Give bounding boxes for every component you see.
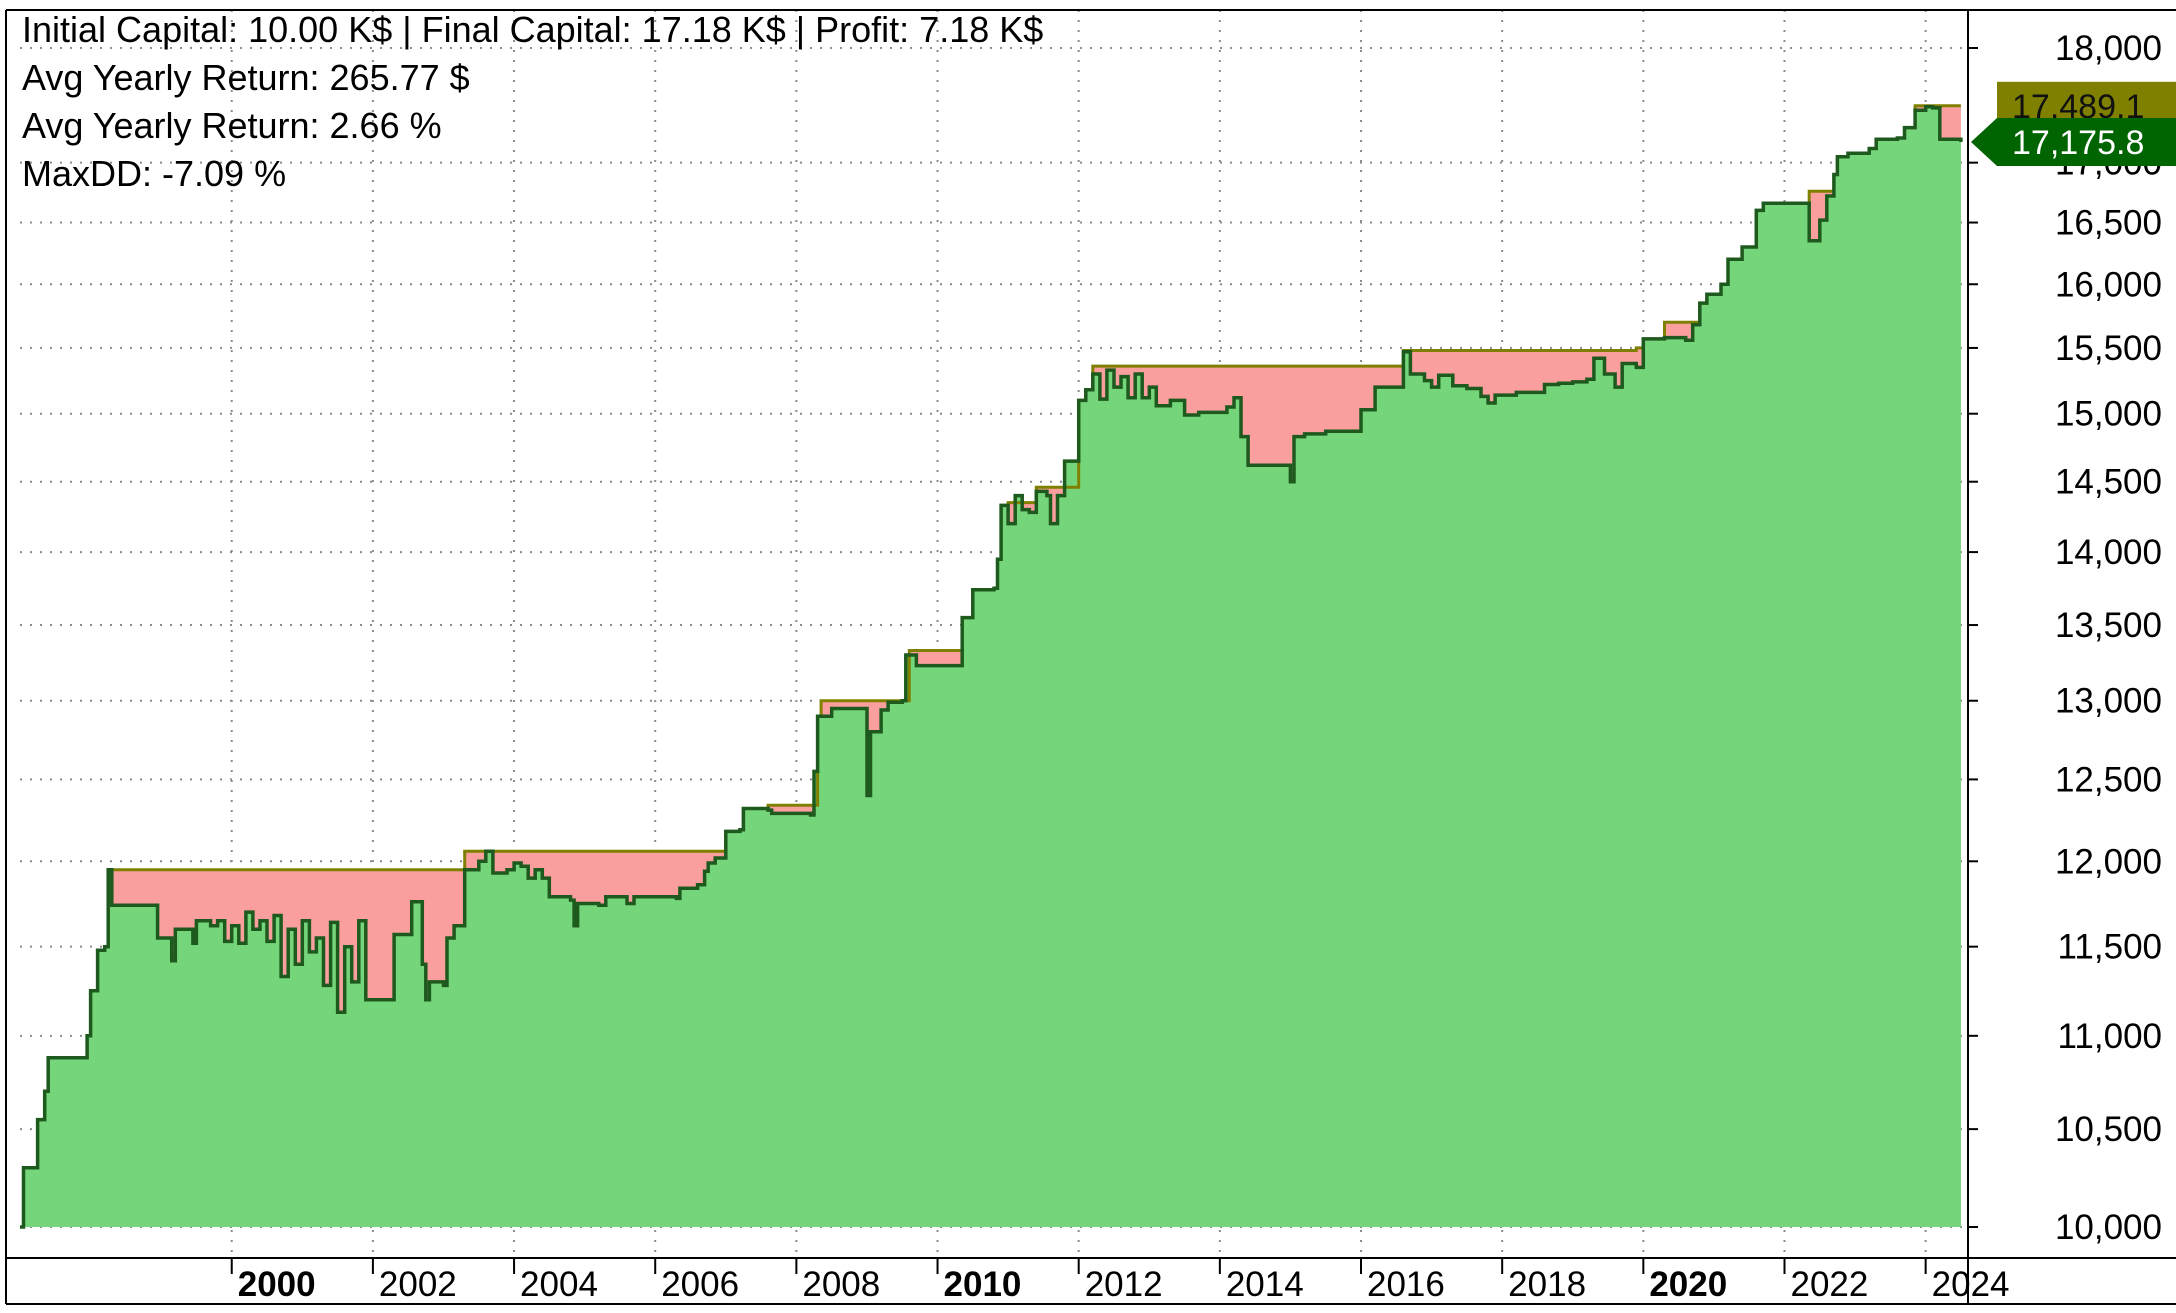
stats-yearly-return-dollars: Avg Yearly Return: 265.77 $ (22, 57, 470, 98)
stats-capital-line: Initial Capital: 10.00 K$ | Final Capita… (22, 9, 1043, 50)
equity-area (20, 106, 1961, 1227)
y-tick-label: 18,000 (2055, 29, 2162, 68)
x-tick-label: 2006 (661, 1265, 739, 1304)
stats-yearly-return-percent: Avg Yearly Return: 2.66 % (22, 105, 442, 146)
x-tick-label: 2018 (1508, 1265, 1586, 1304)
y-tick-label: 12,000 (2055, 842, 2162, 881)
y-tick-label: 11,500 (2058, 928, 2162, 967)
x-tick-label: 2022 (1790, 1265, 1868, 1304)
y-tick-label: 16,500 (2055, 204, 2162, 243)
x-tick-label: 2012 (1085, 1265, 1163, 1304)
y-tick-label: 13,000 (2055, 682, 2162, 721)
y-tick-label: 12,500 (2055, 760, 2162, 799)
y-tick-label: 13,500 (2055, 606, 2162, 645)
y-tick-label: 14,500 (2055, 463, 2162, 502)
stats-max-drawdown: MaxDD: -7.09 % (22, 153, 286, 194)
y-tick-label: 10,500 (2055, 1110, 2162, 1149)
x-tick-label: 2016 (1367, 1265, 1445, 1304)
y-tick-label: 15,500 (2055, 329, 2162, 368)
y-tick-label: 11,000 (2058, 1017, 2162, 1056)
y-tick-label: 16,000 (2055, 265, 2162, 304)
x-tick-label: 2002 (379, 1265, 457, 1304)
x-tick-label: 2020 (1649, 1265, 1727, 1304)
x-tick-label: 2008 (802, 1265, 880, 1304)
x-tick-label: 2000 (238, 1265, 316, 1304)
y-tick-label: 10,000 (2055, 1208, 2162, 1247)
x-tick-label: 2010 (944, 1265, 1022, 1304)
frame-layer (5, 9, 2176, 1305)
x-tick-label: 2004 (520, 1265, 598, 1304)
y-tick-label: 14,000 (2055, 533, 2162, 572)
y-tick-label: 15,000 (2055, 395, 2162, 434)
x-axis: 2000 2002 2004 2006 2008 2010 2012 2014 2016 2018… (230, 1258, 2010, 1304)
last-value-tag: 17,175.8 (1971, 118, 2176, 166)
x-tick-label: 2014 (1226, 1265, 1304, 1304)
stats-panel: Initial Capital: 10.00 K$ | Final Capita… (22, 9, 1043, 194)
x-tick-label: 2024 (1932, 1265, 2010, 1304)
last-value-tag-background (1971, 118, 2176, 166)
equity-line (20, 105, 1963, 1229)
price-tags: 17,489.1 17,175.8 (1971, 81, 2176, 166)
series-layer (20, 104, 1963, 1229)
y-axis: 10,000 10,500 11,000 11,500 12,000 12,500 13,0… (1968, 29, 2162, 1247)
last-value-tag-label: 17,175.8 (2012, 124, 2144, 162)
